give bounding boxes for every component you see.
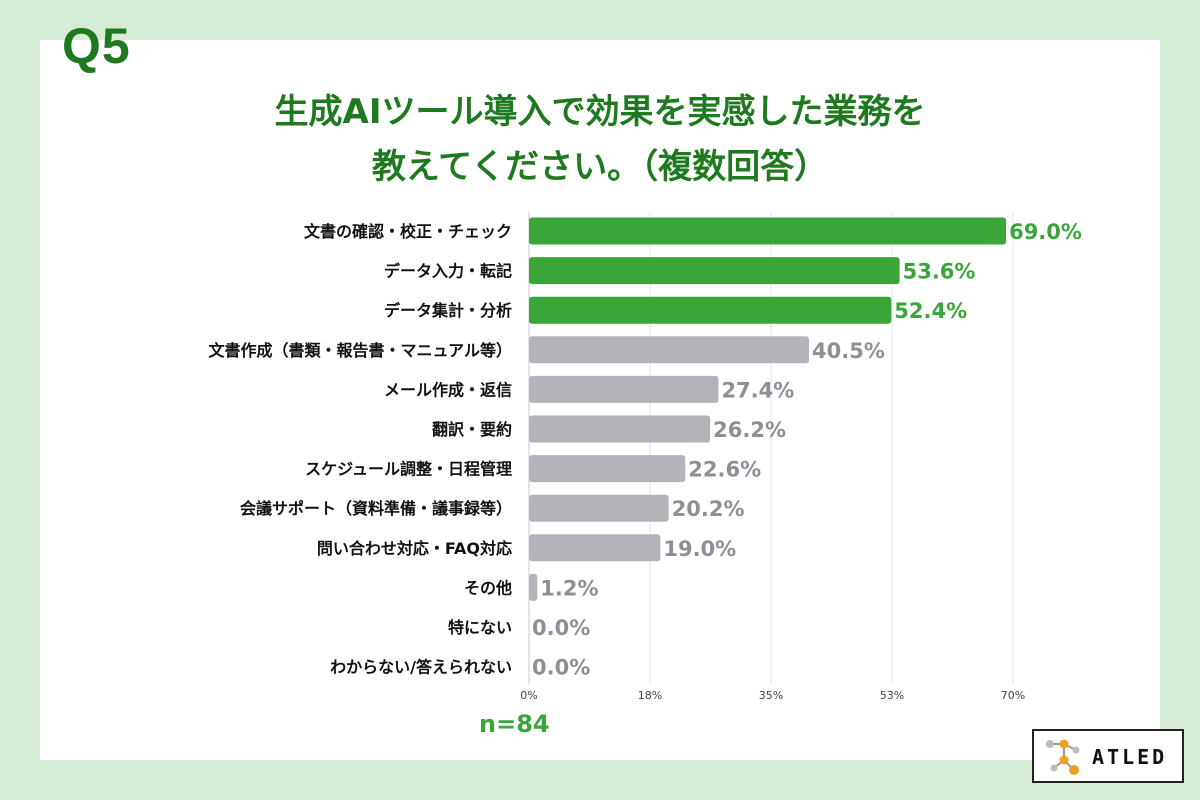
bar xyxy=(529,336,810,364)
chart-title-line2: 教えてください。（複数回答） xyxy=(371,147,829,187)
value-label: 26.2% xyxy=(713,418,786,442)
value-label: 19.0% xyxy=(663,537,736,561)
bar xyxy=(529,573,538,601)
category-label: メール作成・返信 xyxy=(384,380,512,399)
bar xyxy=(529,494,669,522)
value-label: 20.2% xyxy=(672,497,745,521)
x-tick-label: 0% xyxy=(520,689,537,702)
bar xyxy=(529,375,719,403)
atled-logo: ATLED xyxy=(1032,729,1184,783)
logo-text: ATLED xyxy=(1092,745,1168,769)
value-label: 52.4% xyxy=(894,299,967,323)
bar xyxy=(529,217,1007,245)
value-label: 22.6% xyxy=(688,458,761,482)
x-tick-label: 53% xyxy=(880,689,904,702)
x-tick-label: 70% xyxy=(1001,689,1025,702)
sample-size: n=84 xyxy=(479,710,550,738)
category-label: わからない/答えられない xyxy=(330,658,512,677)
category-label: データ入力・転記 xyxy=(384,262,512,281)
category-label: 文書の確認・校正・チェック xyxy=(304,222,512,241)
value-label: 69.0% xyxy=(1009,220,1082,244)
x-tick-label: 18% xyxy=(638,689,662,702)
value-label: 40.5% xyxy=(812,339,885,363)
category-label: データ集計・分析 xyxy=(384,301,512,320)
value-label: 27.4% xyxy=(721,378,794,402)
category-label: 会議サポート（資料準備・議事録等） xyxy=(240,499,512,518)
bar xyxy=(529,296,892,324)
category-label: 翻訳・要約 xyxy=(432,420,512,439)
question-number: Q5 xyxy=(62,18,131,74)
value-label: 0.0% xyxy=(532,616,590,640)
x-tick-label: 35% xyxy=(759,689,783,702)
bar xyxy=(529,257,900,285)
category-label: 問い合わせ対応・FAQ対応 xyxy=(317,539,512,558)
bar xyxy=(529,415,711,443)
category-label: 文書作成（書類・報告書・マニュアル等） xyxy=(208,341,512,360)
logo-network-icon xyxy=(1046,739,1080,775)
value-label: 1.2% xyxy=(540,576,598,600)
category-label: スケジュール調整・日程管理 xyxy=(305,460,512,479)
value-label: 53.6% xyxy=(903,260,976,284)
category-label: その他 xyxy=(464,578,512,597)
chart-title-line1: 生成AIツール導入で効果を実感した業務を xyxy=(274,92,926,132)
value-label: 0.0% xyxy=(532,656,590,680)
bar xyxy=(529,455,686,483)
category-label: 特にない xyxy=(448,618,512,637)
bar xyxy=(529,534,661,562)
